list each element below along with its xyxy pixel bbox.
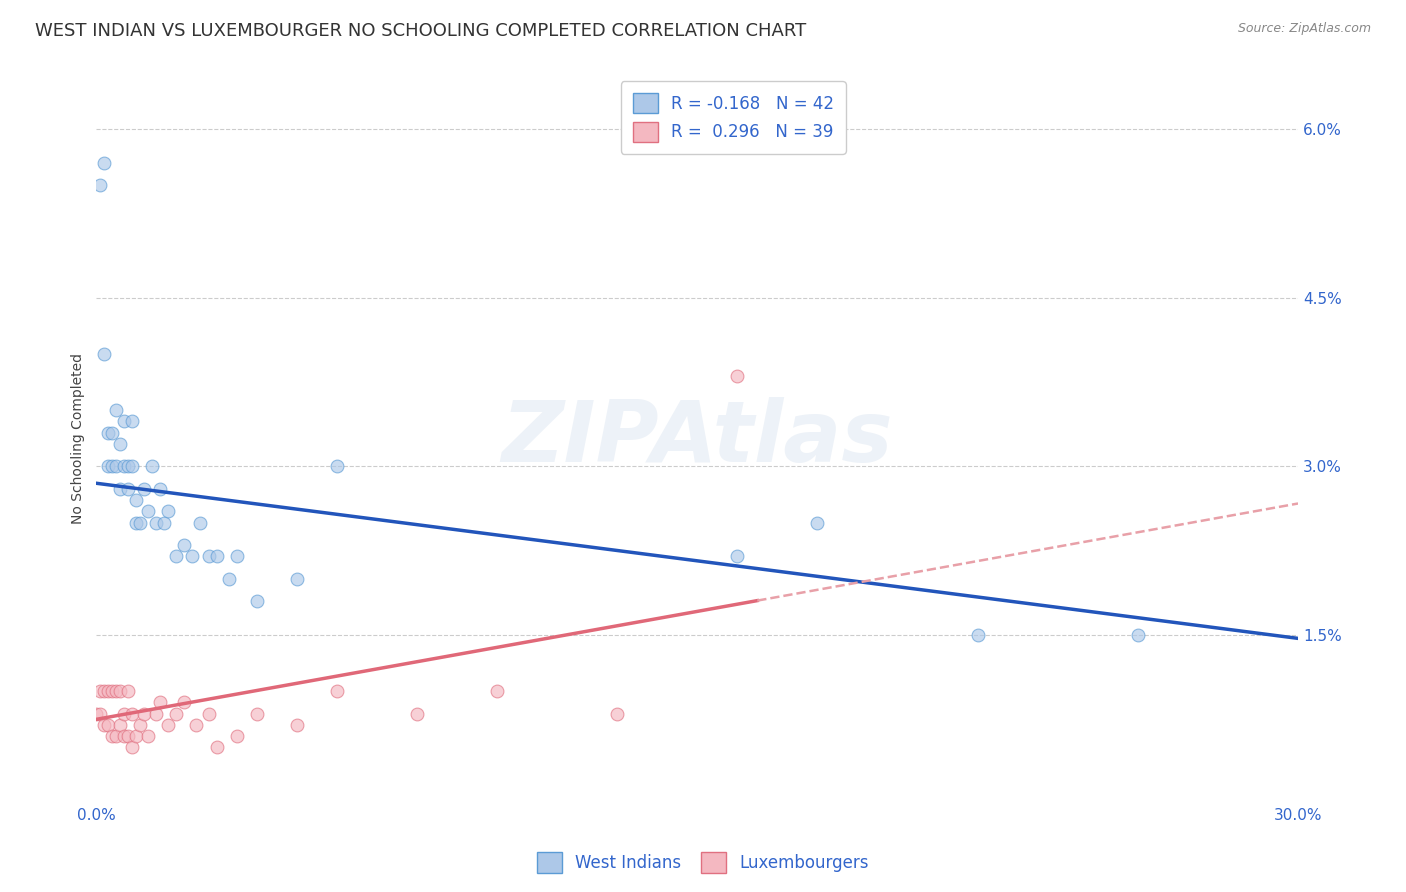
Point [129, 516, 152, 530]
Point [101, 729, 124, 743]
Point [218, 572, 240, 586]
Point [97, 459, 120, 474]
Point [173, 538, 195, 552]
Point [157, 504, 180, 518]
Point [93, 347, 115, 361]
Point [101, 684, 124, 698]
Point [205, 740, 228, 755]
Point [245, 594, 267, 608]
Point [197, 549, 219, 564]
Point [117, 482, 139, 496]
Point [93, 156, 115, 170]
Point [197, 706, 219, 721]
Point [97, 718, 120, 732]
Point [138, 504, 160, 518]
Point [105, 729, 128, 743]
Point [166, 549, 188, 564]
Point [138, 729, 160, 743]
Point [89, 684, 111, 698]
Point [1126, 628, 1149, 642]
Point [181, 549, 204, 564]
Point [101, 459, 124, 474]
Point [89, 706, 111, 721]
Point [157, 718, 180, 732]
Point [105, 684, 128, 698]
Point [205, 549, 228, 564]
Point [121, 706, 143, 721]
Point [117, 729, 139, 743]
Text: ZIPAtlas: ZIPAtlas [502, 397, 893, 480]
Point [86, 706, 108, 721]
Point [125, 729, 148, 743]
Point [125, 493, 148, 508]
Point [606, 706, 628, 721]
Point [117, 684, 139, 698]
Point [93, 684, 115, 698]
Point [112, 459, 135, 474]
Point [725, 549, 748, 564]
Point [225, 729, 247, 743]
Point [190, 516, 212, 530]
Point [149, 482, 172, 496]
Point [112, 706, 135, 721]
Point [141, 459, 163, 474]
Point [89, 178, 111, 193]
Point [966, 628, 988, 642]
Point [166, 706, 188, 721]
Point [121, 414, 143, 428]
Point [485, 684, 508, 698]
Point [110, 718, 132, 732]
Point [97, 684, 120, 698]
Point [105, 459, 128, 474]
Point [110, 684, 132, 698]
Legend: R = -0.168   N = 42, R =  0.296   N = 39: R = -0.168 N = 42, R = 0.296 N = 39 [621, 81, 845, 153]
Point [93, 718, 115, 732]
Point [110, 437, 132, 451]
Point [806, 516, 828, 530]
Point [285, 572, 308, 586]
Point [225, 549, 247, 564]
Point [105, 403, 128, 417]
Point [725, 369, 748, 384]
Point [134, 482, 156, 496]
Point [285, 718, 308, 732]
Point [145, 706, 167, 721]
Point [405, 706, 427, 721]
Point [129, 718, 152, 732]
Point [145, 516, 167, 530]
Point [112, 414, 135, 428]
Text: WEST INDIAN VS LUXEMBOURGER NO SCHOOLING COMPLETED CORRELATION CHART: WEST INDIAN VS LUXEMBOURGER NO SCHOOLING… [35, 22, 807, 40]
Point [325, 684, 347, 698]
Y-axis label: No Schooling Completed: No Schooling Completed [72, 353, 86, 524]
Text: Source: ZipAtlas.com: Source: ZipAtlas.com [1237, 22, 1371, 36]
Point [117, 459, 139, 474]
Point [121, 459, 143, 474]
Point [110, 482, 132, 496]
Point [186, 718, 208, 732]
Point [149, 696, 172, 710]
Point [245, 706, 267, 721]
Point [173, 696, 195, 710]
Point [121, 740, 143, 755]
Point [112, 729, 135, 743]
Point [325, 459, 347, 474]
Point [134, 706, 156, 721]
Point [101, 425, 124, 440]
Point [153, 516, 176, 530]
Point [97, 425, 120, 440]
Legend: West Indians, Luxembourgers: West Indians, Luxembourgers [530, 846, 876, 880]
Point [125, 516, 148, 530]
